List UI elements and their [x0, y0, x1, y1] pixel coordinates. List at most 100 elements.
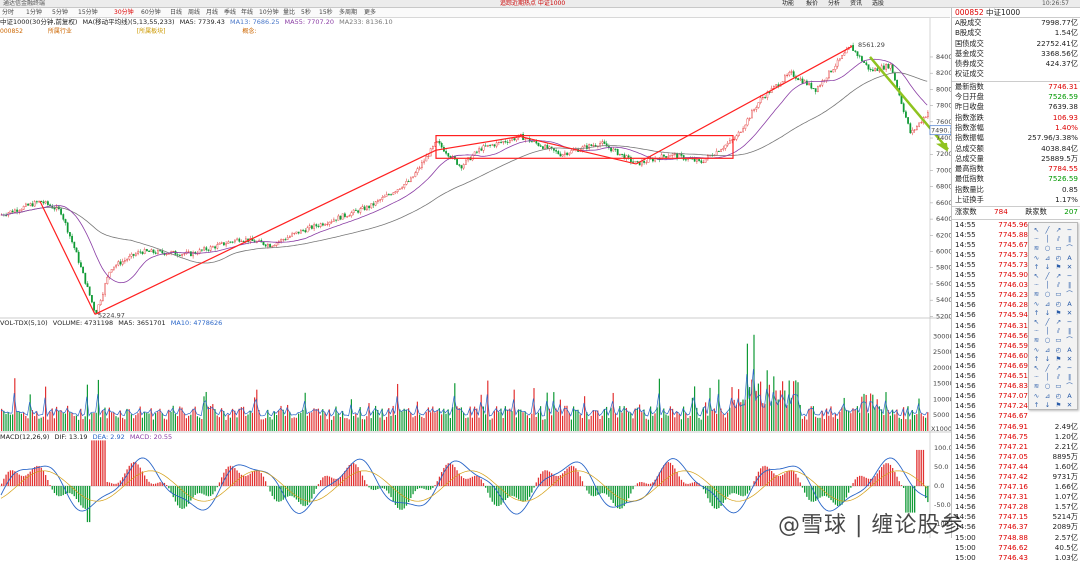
circle-icon[interactable]: ○ [1043, 382, 1052, 391]
text-icon[interactable]: A [1065, 254, 1074, 263]
segment-icon[interactable]: ╱ [1043, 318, 1052, 327]
circle-icon[interactable]: ○ [1043, 244, 1052, 253]
arrow-up-icon[interactable]: ↑ [1032, 309, 1041, 318]
arc-icon[interactable]: ⌒ [1065, 290, 1074, 299]
cycle-icon[interactable]: ◴ [1054, 346, 1063, 355]
cycle-icon[interactable]: ◴ [1054, 254, 1063, 263]
volume-bar [129, 409, 130, 431]
arc-icon[interactable]: ⌒ [1065, 244, 1074, 253]
arrow-up-icon[interactable]: ↑ [1032, 355, 1041, 364]
channel-icon[interactable]: ⫽ [1054, 235, 1063, 244]
arrow-down-icon[interactable]: ↓ [1043, 401, 1052, 410]
arrow-up-icon[interactable]: ↑ [1032, 263, 1041, 272]
arrow-down-icon[interactable]: ↓ [1043, 263, 1052, 272]
circle-icon[interactable]: ○ [1043, 290, 1052, 299]
cycle-icon[interactable]: ◴ [1054, 300, 1063, 309]
ray-icon[interactable]: ↗ [1054, 272, 1063, 281]
cycle-icon[interactable]: ◴ [1054, 392, 1063, 401]
cursor-icon[interactable]: ↖ [1032, 318, 1041, 327]
macd-bar [630, 486, 631, 494]
parallel-icon[interactable]: ∥ [1065, 235, 1074, 244]
fib-icon[interactable]: ≋ [1032, 244, 1041, 253]
hline-icon[interactable]: ┄ [1032, 281, 1041, 290]
line-icon[interactable]: ─ [1065, 226, 1074, 235]
hline-icon[interactable]: ┄ [1032, 373, 1041, 382]
vline-icon[interactable]: │ [1043, 327, 1052, 336]
hline-icon[interactable]: ┄ [1032, 235, 1041, 244]
macd-bar [828, 486, 829, 498]
segment-icon[interactable]: ╱ [1043, 272, 1052, 281]
erase-icon[interactable]: ✕ [1065, 355, 1074, 364]
gann-icon[interactable]: ⊿ [1043, 346, 1052, 355]
volume-bar [245, 416, 246, 431]
ray-icon[interactable]: ↗ [1054, 226, 1063, 235]
flag-icon[interactable]: ⚑ [1054, 401, 1063, 410]
volume-bar [390, 416, 391, 431]
kline-chart[interactable]: 8400820080007800760074007200700068006600… [0, 0, 951, 538]
low-label: 5224.97 [98, 311, 125, 319]
flag-icon[interactable]: ⚑ [1054, 309, 1063, 318]
ray-icon[interactable]: ↗ [1054, 318, 1063, 327]
segment-icon[interactable]: ╱ [1043, 226, 1052, 235]
volume-bar [604, 409, 605, 431]
tick-time: 14:55 [955, 240, 987, 250]
rect-icon[interactable]: ▭ [1054, 244, 1063, 253]
flag-icon[interactable]: ⚑ [1054, 355, 1063, 364]
vline-icon[interactable]: │ [1043, 281, 1052, 290]
gann-icon[interactable]: ⊿ [1043, 300, 1052, 309]
vline-icon[interactable]: │ [1043, 235, 1052, 244]
ray-icon[interactable]: ↗ [1054, 364, 1063, 373]
wave-icon[interactable]: ∿ [1032, 346, 1041, 355]
text-icon[interactable]: A [1065, 346, 1074, 355]
line-icon[interactable]: ─ [1065, 364, 1074, 373]
circle-icon[interactable]: ○ [1043, 336, 1052, 345]
volume-bar [34, 416, 35, 431]
erase-icon[interactable]: ✕ [1065, 309, 1074, 318]
candle [736, 136, 737, 139]
line-icon[interactable]: ─ [1065, 272, 1074, 281]
line-icon[interactable]: ─ [1065, 318, 1074, 327]
arrow-up-icon[interactable]: ↑ [1032, 401, 1041, 410]
channel-icon[interactable]: ⫽ [1054, 327, 1063, 336]
candle [155, 253, 156, 254]
volume-bar [881, 409, 882, 431]
erase-icon[interactable]: ✕ [1065, 401, 1074, 410]
rect-icon[interactable]: ▭ [1054, 382, 1063, 391]
text-icon[interactable]: A [1065, 392, 1074, 401]
wave-icon[interactable]: ∿ [1032, 392, 1041, 401]
erase-icon[interactable]: ✕ [1065, 263, 1074, 272]
candle [921, 122, 922, 123]
channel-icon[interactable]: ⫽ [1054, 281, 1063, 290]
hline-icon[interactable]: ┄ [1032, 327, 1041, 336]
parallel-icon[interactable]: ∥ [1065, 373, 1074, 382]
channel-icon[interactable]: ⫽ [1054, 373, 1063, 382]
text-icon[interactable]: A [1065, 300, 1074, 309]
fib-icon[interactable]: ≋ [1032, 336, 1041, 345]
arrow-down-icon[interactable]: ↓ [1043, 355, 1052, 364]
gann-icon[interactable]: ⊿ [1043, 254, 1052, 263]
parallel-icon[interactable]: ∥ [1065, 327, 1074, 336]
parallel-icon[interactable]: ∥ [1065, 281, 1074, 290]
gann-icon[interactable]: ⊿ [1043, 392, 1052, 401]
cursor-icon[interactable]: ↖ [1032, 364, 1041, 373]
wave-icon[interactable]: ∿ [1032, 300, 1041, 309]
vline-icon[interactable]: │ [1043, 373, 1052, 382]
rect-icon[interactable]: ▭ [1054, 336, 1063, 345]
flag-icon[interactable]: ⚑ [1054, 263, 1063, 272]
segment-icon[interactable]: ╱ [1043, 364, 1052, 373]
candle [525, 139, 526, 140]
drawing-toolbox[interactable]: ↖╱↗─┄│⫽∥≋○▭⌒∿⊿◴A↑↓⚑✕↖╱↗─┄│⫽∥≋○▭⌒∿⊿◴A↑↓⚑✕… [1028, 222, 1078, 410]
volume-bar [635, 408, 636, 431]
cursor-icon[interactable]: ↖ [1032, 226, 1041, 235]
arc-icon[interactable]: ⌒ [1065, 382, 1074, 391]
rect-icon[interactable]: ▭ [1054, 290, 1063, 299]
fib-icon[interactable]: ≋ [1032, 382, 1041, 391]
cursor-icon[interactable]: ↖ [1032, 272, 1041, 281]
macd-bar [236, 470, 237, 486]
arrow-down-icon[interactable]: ↓ [1043, 309, 1052, 318]
fib-icon[interactable]: ≋ [1032, 290, 1041, 299]
arc-icon[interactable]: ⌒ [1065, 336, 1074, 345]
candle [415, 173, 416, 177]
wave-icon[interactable]: ∿ [1032, 254, 1041, 263]
